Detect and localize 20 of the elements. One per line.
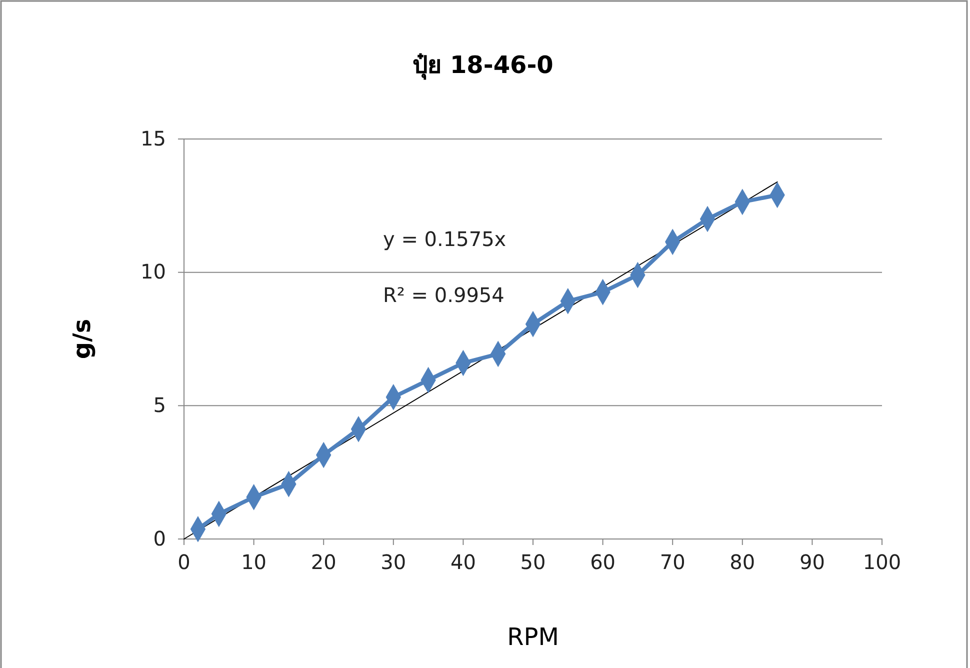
chart-title: ปุ๋ย 18-46-0: [412, 51, 554, 81]
y-tick-label: 0: [153, 526, 166, 550]
x-tick-label: 70: [660, 550, 686, 574]
x-tick-label: 20: [310, 550, 336, 574]
x-tick-label: 90: [799, 550, 825, 574]
x-tick-label: 50: [520, 550, 546, 574]
y-tick-label: 5: [153, 393, 166, 418]
x-tick-label: 100: [862, 550, 902, 574]
annotation: R² = 0.9954: [383, 283, 504, 307]
x-tick-label: 40: [450, 550, 476, 574]
x-tick-label: 60: [590, 550, 616, 574]
x-tick-label: 0: [178, 550, 190, 574]
x-tick-label: 30: [380, 550, 406, 574]
y-axis-title: g/s: [68, 318, 96, 360]
x-axis-title: RPM: [507, 623, 559, 651]
y-tick-label: 10: [140, 260, 166, 284]
x-tick-label: 80: [730, 550, 756, 574]
x-tick-label: 10: [241, 550, 267, 574]
annotation: y = 0.1575x: [383, 227, 506, 251]
y-tick-label: 15: [140, 126, 166, 150]
